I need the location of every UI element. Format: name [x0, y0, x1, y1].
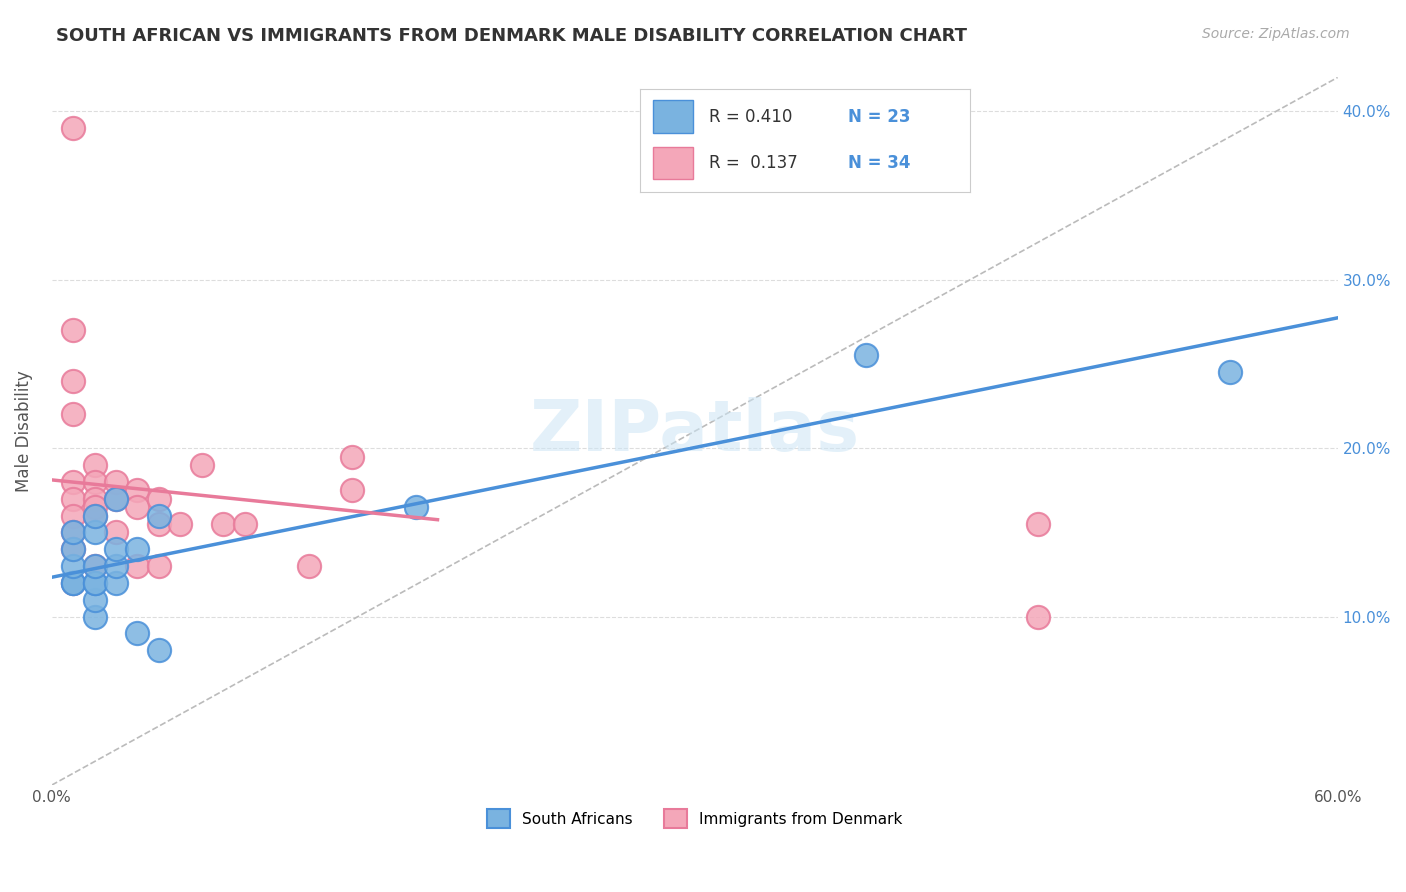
- Point: [62, 542, 84, 557]
- Point: [105, 542, 128, 557]
- Point: [105, 559, 128, 574]
- Point: [105, 525, 128, 540]
- Point: [340, 450, 363, 464]
- Text: SOUTH AFRICAN VS IMMIGRANTS FROM DENMARK MALE DISABILITY CORRELATION CHART: SOUTH AFRICAN VS IMMIGRANTS FROM DENMARK…: [56, 27, 967, 45]
- Point: [127, 483, 149, 498]
- Point: [62, 508, 84, 523]
- Bar: [652, 146, 693, 179]
- Point: [233, 516, 256, 531]
- Text: R =  0.137: R = 0.137: [709, 154, 797, 172]
- Y-axis label: Male Disability: Male Disability: [15, 370, 32, 492]
- Point: [127, 626, 149, 640]
- Point: [148, 643, 170, 657]
- Point: [62, 374, 84, 388]
- Text: ZIPatlas: ZIPatlas: [530, 397, 859, 466]
- Point: [62, 323, 84, 337]
- Point: [83, 609, 105, 624]
- Text: Source: ZipAtlas.com: Source: ZipAtlas.com: [1202, 27, 1350, 41]
- Point: [83, 575, 105, 590]
- Point: [83, 525, 105, 540]
- Point: [83, 592, 105, 607]
- Text: N = 23: N = 23: [848, 108, 911, 126]
- Point: [62, 575, 84, 590]
- Point: [169, 516, 191, 531]
- Point: [83, 491, 105, 506]
- Point: [62, 475, 84, 489]
- Point: [62, 542, 84, 557]
- Point: [191, 458, 214, 472]
- Point: [340, 483, 363, 498]
- Point: [62, 408, 84, 422]
- Point: [148, 508, 170, 523]
- Point: [83, 500, 105, 514]
- Point: [212, 516, 235, 531]
- Point: [62, 120, 84, 135]
- Legend: South Africans, Immigrants from Denmark: South Africans, Immigrants from Denmark: [481, 803, 908, 834]
- Point: [127, 559, 149, 574]
- Point: [62, 559, 84, 574]
- Point: [405, 500, 427, 514]
- Point: [148, 559, 170, 574]
- Point: [62, 525, 84, 540]
- Point: [83, 575, 105, 590]
- Point: [127, 500, 149, 514]
- Point: [105, 491, 128, 506]
- Point: [148, 491, 170, 506]
- Point: [83, 559, 105, 574]
- Point: [298, 559, 321, 574]
- Bar: [652, 101, 693, 133]
- Point: [83, 559, 105, 574]
- Point: [83, 508, 105, 523]
- Point: [105, 475, 128, 489]
- Point: [62, 575, 84, 590]
- Point: [1026, 516, 1049, 531]
- Point: [855, 348, 877, 362]
- Point: [62, 575, 84, 590]
- Point: [62, 525, 84, 540]
- Point: [83, 475, 105, 489]
- Point: [105, 491, 128, 506]
- Point: [83, 458, 105, 472]
- Text: R = 0.410: R = 0.410: [709, 108, 793, 126]
- Point: [127, 542, 149, 557]
- Point: [105, 575, 128, 590]
- Point: [1026, 609, 1049, 624]
- Point: [1219, 365, 1241, 379]
- Point: [62, 491, 84, 506]
- Point: [83, 508, 105, 523]
- Point: [148, 516, 170, 531]
- Text: N = 34: N = 34: [848, 154, 911, 172]
